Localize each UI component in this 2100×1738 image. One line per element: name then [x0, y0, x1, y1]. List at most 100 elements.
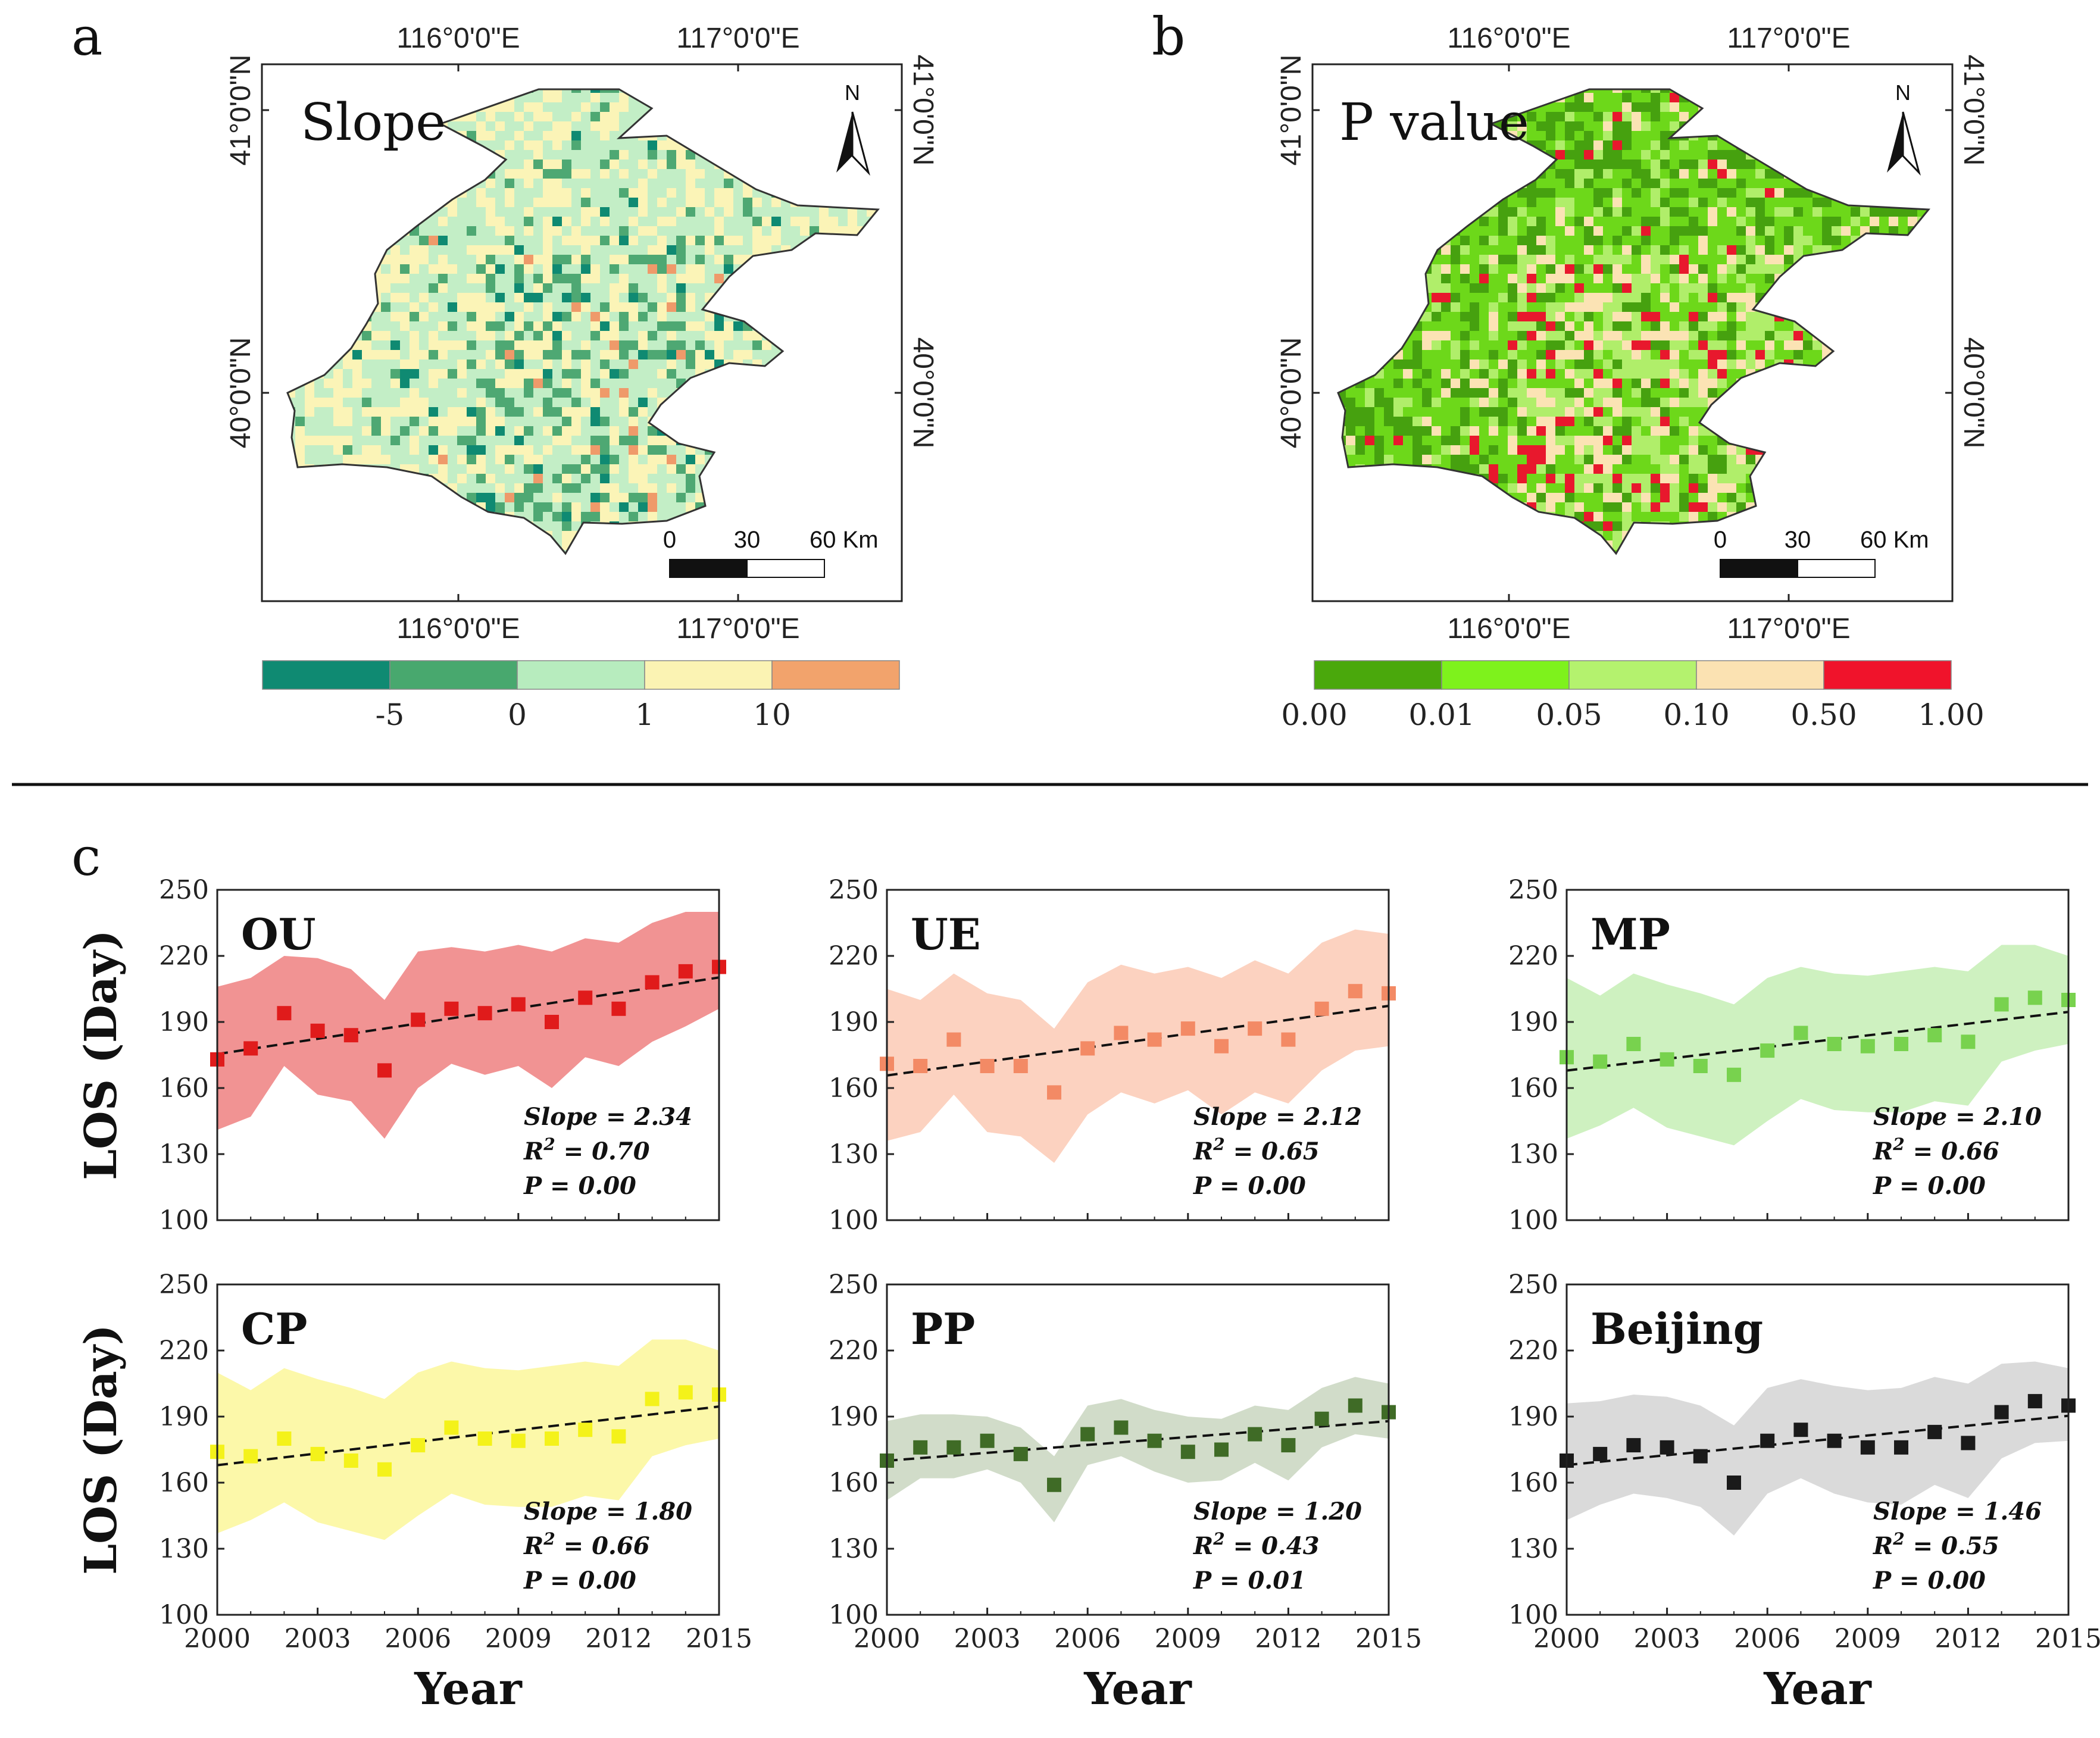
- map-a-left-lat-40: 40°0'0"N: [225, 337, 257, 449]
- data-point: [411, 1438, 426, 1453]
- data-point: [1927, 1028, 1942, 1043]
- data-point: [1281, 1438, 1296, 1453]
- legend-a-label: -5: [376, 698, 405, 732]
- data-point: [277, 1431, 292, 1446]
- data-point: [1727, 1476, 1741, 1490]
- p-annotation: P = 0.00: [1193, 1172, 1306, 1200]
- r2-annotation: R2 = 0.66: [1873, 1134, 1999, 1165]
- data-point: [1593, 1054, 1608, 1069]
- x-tick-label: 2015: [2035, 1624, 2100, 1654]
- plot-frame: [216, 889, 720, 1221]
- map-a-bottom-lon-116: 116°0'0"E: [396, 613, 520, 645]
- data-point: [377, 1462, 392, 1477]
- y-tick-label: 130: [1508, 1534, 1558, 1564]
- trend-line: [217, 976, 720, 1055]
- data-point: [1248, 1427, 1262, 1442]
- y-tick-label: 160: [159, 1073, 209, 1104]
- legend-b-label: 0.00: [1281, 698, 1347, 732]
- y-tick-label: 220: [1508, 941, 1558, 971]
- x-tick-label: 2003: [1634, 1624, 1701, 1654]
- data-point: [946, 1440, 961, 1455]
- panel-letter-b: b: [1152, 6, 1185, 67]
- y-tick-label: 250: [1508, 875, 1558, 905]
- x-tick-label: 2000: [854, 1624, 920, 1654]
- data-point: [343, 1028, 358, 1043]
- data-point: [477, 1431, 492, 1446]
- legend-b-swatch: [1314, 660, 1442, 690]
- y-tick-label: 130: [159, 1534, 209, 1564]
- data-point: [1961, 1436, 1976, 1451]
- data-point: [277, 1006, 292, 1021]
- data-point: [1114, 1420, 1129, 1435]
- map-b-scale-bar: 0 30 60 Km: [1714, 527, 1929, 578]
- map-a-title: Slope: [301, 93, 446, 152]
- data-point: [1593, 1446, 1608, 1461]
- los-plot-cp: 100 130 160 190 220 250 2000 2003 2006 2009 2012 20…: [159, 1270, 752, 1715]
- y-tick-label: 220: [1508, 1336, 1558, 1366]
- legend-a-swatch: [262, 660, 390, 690]
- slope-annotation: Slope = 1.20: [1193, 1498, 1362, 1526]
- map-a-north-label: N: [845, 80, 860, 105]
- los-plot-ue: 100 130 160 190 220 250 UE Slope = 2.12 R2 = 0.6…: [829, 875, 1396, 1236]
- trend-line: [217, 1405, 720, 1467]
- data-point: [1994, 997, 2009, 1012]
- y-tick-label: 250: [159, 1270, 209, 1300]
- panel-letter-c: c: [71, 826, 101, 887]
- data-point: [1860, 1039, 1875, 1054]
- panel-letter-a: a: [71, 6, 102, 67]
- legend-a-swatch: [389, 660, 518, 690]
- legend-a: [262, 660, 900, 690]
- y-tick-label: 190: [159, 1007, 209, 1037]
- data-point: [511, 1433, 526, 1448]
- data-point: [1894, 1440, 1908, 1455]
- data-point: [946, 1032, 961, 1047]
- data-point: [645, 975, 660, 990]
- data-point: [1894, 1037, 1908, 1051]
- y-tick-label: 100: [1508, 1600, 1558, 1630]
- plot-region-label: UE: [911, 909, 981, 959]
- map-b-bottom-lon-117: 117°0'0"E: [1727, 613, 1850, 645]
- x-axis-title: Year: [414, 1664, 522, 1715]
- data-point: [1693, 1449, 1708, 1464]
- data-point: [645, 1392, 660, 1406]
- data-point: [1147, 1433, 1162, 1448]
- los-plot-mp: 100 130 160 190 220 250 MP Slope = 2.10 R2 = 0.6…: [1508, 875, 2076, 1236]
- legend-b-swatch: [1823, 660, 1952, 690]
- x-tick-label: 2006: [1054, 1624, 1121, 1654]
- panel-c-time-series: 100 130 160 190 220 250 OU Slope = 2.34 R2 = 0.7…: [76, 875, 2100, 1715]
- y-tick-label: 190: [829, 1007, 879, 1037]
- legend-b: [1314, 660, 1952, 690]
- legend-a-swatch: [517, 660, 645, 690]
- data-point: [1281, 1032, 1296, 1047]
- data-point: [913, 1059, 928, 1073]
- map-b-boundary: [1337, 88, 1931, 555]
- legend-b-swatch: [1696, 660, 1824, 690]
- data-point: [243, 1041, 258, 1056]
- trend-line: [886, 1420, 1389, 1462]
- x-tick-label: 2009: [1155, 1624, 1221, 1654]
- map-a-top-lon-116: 116°0'0"E: [396, 23, 520, 54]
- legend-b-label: 0.05: [1536, 698, 1602, 732]
- data-point: [1760, 1043, 1775, 1058]
- data-point: [1626, 1037, 1641, 1051]
- data-point: [1214, 1039, 1229, 1054]
- map-b-left-lat-41: 41°0'0"N: [1276, 55, 1307, 166]
- map-b-right-lat-41: 41°0'0"N: [1958, 55, 1989, 166]
- y-axis-title: LOS (Day): [76, 930, 127, 1180]
- scale-a-0: 0: [663, 527, 676, 553]
- slope-annotation: Slope = 2.34: [524, 1103, 692, 1131]
- legend-b-label: 1.00: [1918, 698, 1984, 732]
- y-tick-label: 220: [159, 1336, 209, 1366]
- data-point: [1047, 1085, 1061, 1100]
- x-tick-label: 2009: [1835, 1624, 1901, 1654]
- data-point: [377, 1063, 392, 1078]
- legend-a-label: 10: [753, 698, 791, 732]
- data-point: [310, 1023, 325, 1038]
- plot-frame: [216, 1283, 720, 1616]
- data-point: [1180, 1445, 1195, 1459]
- r2-annotation: R2 = 0.66: [523, 1529, 650, 1560]
- data-point: [1080, 1427, 1095, 1442]
- data-point: [444, 1420, 459, 1435]
- x-tick-label: 2000: [184, 1624, 251, 1654]
